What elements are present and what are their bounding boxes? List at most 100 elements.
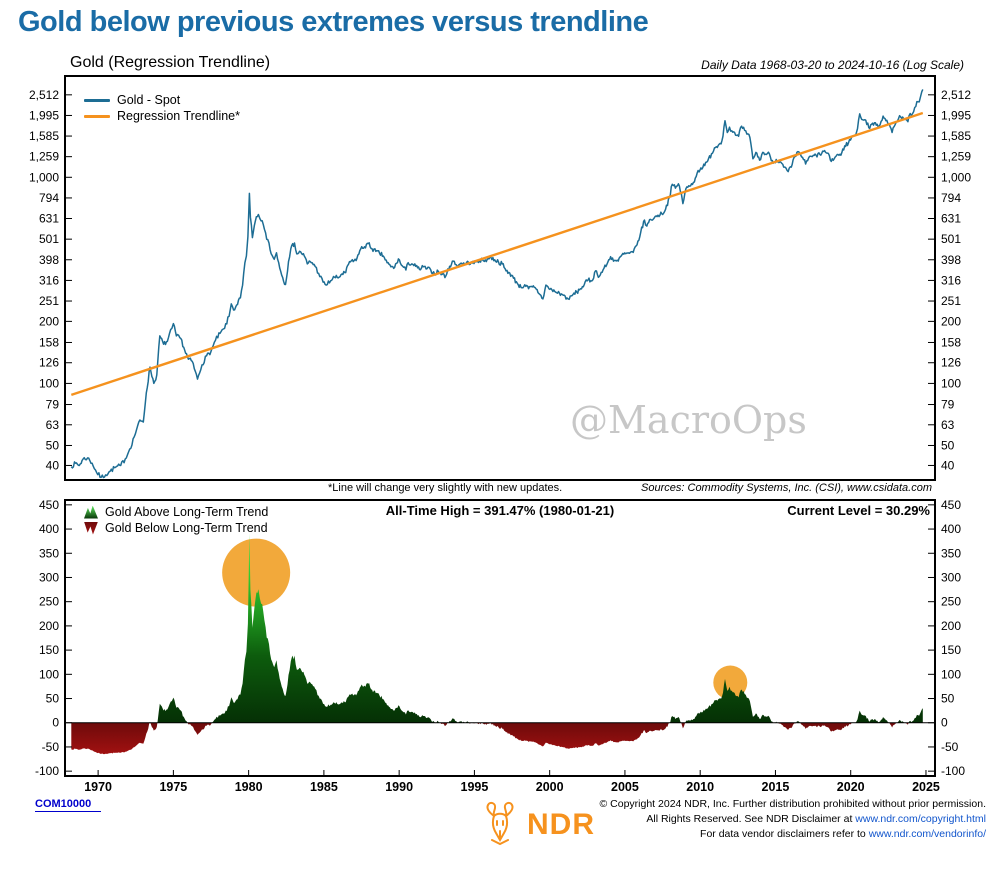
- svg-text:2005: 2005: [611, 780, 639, 794]
- svg-text:50: 50: [941, 692, 955, 706]
- svg-text:300: 300: [39, 570, 59, 584]
- svg-text:200: 200: [39, 314, 59, 328]
- ndr-vendorinfo-link[interactable]: www.ndr.com/vendorinfo/: [868, 828, 986, 840]
- legend-item-trendline: Regression Trendline*: [84, 108, 240, 124]
- svg-text:79: 79: [46, 398, 60, 412]
- svg-text:794: 794: [39, 191, 59, 205]
- ndr-logo-text: NDR: [527, 808, 595, 841]
- svg-text:40: 40: [941, 458, 955, 472]
- page-title: Gold below previous extremes versus tren…: [18, 6, 649, 38]
- svg-text:1,585: 1,585: [29, 129, 59, 143]
- legend-label-gold-spot: Gold - Spot: [117, 93, 181, 107]
- svg-text:350: 350: [39, 546, 59, 560]
- svg-text:2025: 2025: [912, 780, 940, 794]
- svg-text:40: 40: [46, 458, 60, 472]
- svg-text:501: 501: [39, 232, 59, 246]
- legend-item-below-trend: Gold Below Long-Term Trend: [84, 520, 268, 536]
- svg-text:251: 251: [941, 294, 961, 308]
- svg-text:158: 158: [941, 335, 961, 349]
- svg-text:158: 158: [39, 335, 59, 349]
- current-level-label: Current Level = 30.29%: [787, 503, 930, 518]
- svg-text:1,995: 1,995: [941, 108, 971, 122]
- svg-text:100: 100: [941, 376, 961, 390]
- svg-text:316: 316: [941, 273, 961, 287]
- svg-text:100: 100: [941, 667, 961, 681]
- svg-text:350: 350: [941, 546, 961, 560]
- svg-text:2000: 2000: [536, 780, 564, 794]
- svg-text:200: 200: [39, 619, 59, 633]
- svg-text:1985: 1985: [310, 780, 338, 794]
- svg-text:79: 79: [941, 398, 955, 412]
- sources-note: Sources: Commodity Systems, Inc. (CSI), …: [641, 482, 932, 494]
- ndr-logo: NDR: [480, 800, 595, 850]
- svg-text:631: 631: [941, 212, 961, 226]
- legend-item-gold-spot: Gold - Spot: [84, 92, 240, 108]
- ndr-logo-icon: [480, 800, 520, 850]
- svg-text:200: 200: [941, 619, 961, 633]
- copyright-line-3-text: For data vendor disclaimers refer to: [700, 828, 869, 840]
- svg-text:450: 450: [941, 498, 961, 512]
- svg-text:400: 400: [39, 522, 59, 536]
- price-legend: Gold - Spot Regression Trendline*: [84, 92, 240, 124]
- svg-text:126: 126: [39, 356, 59, 370]
- svg-text:1995: 1995: [461, 780, 489, 794]
- svg-text:1,259: 1,259: [941, 150, 971, 164]
- svg-text:150: 150: [941, 643, 961, 657]
- svg-text:63: 63: [941, 418, 955, 432]
- copyright-line-1: © Copyright 2024 NDR, Inc. Further distr…: [599, 798, 987, 810]
- price-chart: 2,512 2,512 1,995 1,995 1,585 1,585 1,259 1,259…: [29, 75, 971, 481]
- svg-text:1990: 1990: [385, 780, 413, 794]
- svg-text:-50: -50: [42, 740, 60, 754]
- deviation-legend: Gold Above Long-Term Trend Gold Below Lo…: [84, 504, 268, 536]
- svg-text:2015: 2015: [762, 780, 790, 794]
- svg-text:501: 501: [941, 232, 961, 246]
- deviation-chart: 450 450 400 400 350 350 300 300 250 250 200 200 150 1…: [35, 498, 965, 794]
- svg-text:316: 316: [39, 273, 59, 287]
- ndr-copyright-link[interactable]: www.ndr.com/copyright.html: [855, 813, 986, 825]
- svg-text:398: 398: [941, 253, 961, 267]
- svg-text:794: 794: [941, 191, 961, 205]
- svg-text:150: 150: [39, 643, 59, 657]
- legend-item-above-trend: Gold Above Long-Term Trend: [84, 504, 268, 520]
- legend-label-below-trend: Gold Below Long-Term Trend: [105, 521, 268, 535]
- svg-text:100: 100: [39, 376, 59, 390]
- svg-text:300: 300: [941, 570, 961, 584]
- svg-text:2010: 2010: [686, 780, 714, 794]
- svg-text:1,000: 1,000: [941, 170, 971, 184]
- svg-text:250: 250: [941, 595, 961, 609]
- svg-text:50: 50: [46, 692, 60, 706]
- svg-text:-100: -100: [941, 764, 965, 778]
- panel-title: Gold (Regression Trendline): [70, 54, 271, 71]
- svg-text:1,585: 1,585: [941, 129, 971, 143]
- trendline-swatch: [84, 114, 110, 118]
- svg-text:398: 398: [39, 253, 59, 267]
- svg-text:1,995: 1,995: [29, 108, 59, 122]
- below-trend-swatch: [84, 521, 98, 535]
- copyright-line-2: All Rights Reserved. See NDR Disclaimer …: [600, 812, 986, 827]
- svg-text:0: 0: [52, 716, 59, 730]
- svg-text:-50: -50: [941, 740, 959, 754]
- svg-text:63: 63: [46, 418, 60, 432]
- copyright-line-3: For data vendor disclaimers refer to www…: [600, 827, 986, 842]
- svg-text:126: 126: [941, 356, 961, 370]
- trendline-footnote: *Line will change very slightly with new…: [328, 482, 563, 494]
- svg-text:0: 0: [941, 716, 948, 730]
- svg-text:1970: 1970: [84, 780, 112, 794]
- gold-spot-line-swatch: [84, 98, 110, 102]
- svg-text:400: 400: [941, 522, 961, 536]
- svg-text:-100: -100: [35, 764, 59, 778]
- svg-text:1975: 1975: [159, 780, 187, 794]
- chart-id-link[interactable]: COM10000: [35, 798, 102, 812]
- svg-text:200: 200: [941, 314, 961, 328]
- copyright-line-2-text: All Rights Reserved. See NDR Disclaimer …: [646, 813, 856, 825]
- svg-text:251: 251: [39, 294, 59, 308]
- svg-text:2,512: 2,512: [29, 88, 59, 102]
- legend-label-trendline: Regression Trendline*: [117, 109, 240, 123]
- svg-text:100: 100: [39, 667, 59, 681]
- copyright-block: © Copyright 2024 NDR, Inc. Further distr…: [600, 797, 987, 842]
- svg-text:250: 250: [39, 595, 59, 609]
- svg-text:50: 50: [941, 438, 955, 452]
- svg-text:1,259: 1,259: [29, 150, 59, 164]
- svg-text:1980: 1980: [235, 780, 263, 794]
